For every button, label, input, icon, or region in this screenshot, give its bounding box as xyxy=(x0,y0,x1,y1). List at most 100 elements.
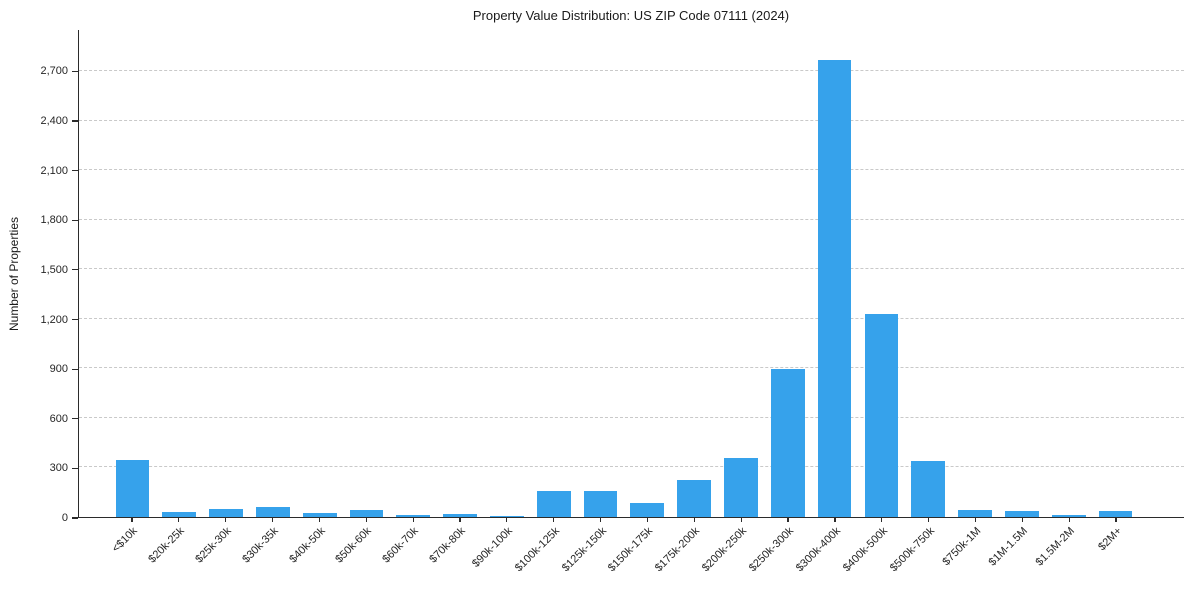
gridline xyxy=(79,317,1184,319)
bar-cell xyxy=(203,30,250,517)
y-tick-label: 2,700 xyxy=(40,65,68,78)
bar xyxy=(115,460,150,517)
y-axis: 0 300 600 900 1,200 1,500 1,800 2,100 2,400 2,700 xyxy=(0,30,78,524)
y-tick-mark xyxy=(72,318,78,321)
bar xyxy=(770,369,805,517)
y-tick-mark xyxy=(72,219,78,221)
bar xyxy=(583,490,618,517)
y-tick: 1,200 xyxy=(40,314,78,326)
x-tick-mark xyxy=(1021,518,1023,522)
gridline xyxy=(79,70,1184,72)
y-tick: 900 xyxy=(50,363,78,375)
y-tick: 300 xyxy=(50,462,78,474)
bar xyxy=(536,491,571,517)
x-category: $40k-50k xyxy=(287,518,342,590)
x-category: $400k-500k xyxy=(841,518,905,590)
x-tick-mark xyxy=(412,518,414,522)
bar-cell xyxy=(718,30,765,517)
y-tick-mark xyxy=(72,70,78,72)
y-tick: 1,800 xyxy=(40,214,78,226)
bar-cell xyxy=(1045,30,1092,517)
x-tick-mark xyxy=(693,518,695,522)
y-tick-label: 1,200 xyxy=(40,313,68,326)
x-category: $200k-250k xyxy=(700,518,764,590)
bar xyxy=(677,479,711,517)
x-category: $250k-300k xyxy=(747,518,811,590)
x-category: $25k-30k xyxy=(193,518,249,590)
bar-cell xyxy=(998,30,1045,517)
x-tick-mark xyxy=(881,518,883,522)
x-tick-mark xyxy=(834,518,836,522)
bar xyxy=(724,457,758,517)
bar xyxy=(1004,511,1039,517)
x-tick-mark xyxy=(646,518,649,522)
bar xyxy=(255,507,290,517)
gridline xyxy=(79,367,1184,369)
x-category: $125k-150k xyxy=(559,518,624,590)
bar xyxy=(911,460,946,517)
bar xyxy=(958,509,992,517)
y-tick-mark xyxy=(72,269,78,271)
x-tick-label: <$10k xyxy=(110,525,140,555)
x-tick-mark xyxy=(1115,518,1117,522)
x-tick-mark xyxy=(787,518,789,522)
y-tick: 0 xyxy=(62,512,78,524)
x-tick-mark xyxy=(225,518,227,522)
x-category: $90k-100k xyxy=(470,518,530,590)
bar xyxy=(162,512,197,517)
bar xyxy=(864,313,899,517)
bar-cell xyxy=(390,30,437,517)
gridline xyxy=(79,218,1184,220)
bar-cell xyxy=(577,30,624,517)
bar-cell xyxy=(858,30,905,517)
x-category: $150k-175k xyxy=(606,518,670,590)
bar xyxy=(349,509,384,517)
x-tick-mark xyxy=(272,518,274,522)
bar xyxy=(396,514,431,517)
bar-cell xyxy=(530,30,577,517)
bar-cell xyxy=(296,30,343,517)
bar xyxy=(817,59,852,517)
x-category: $500k-750k xyxy=(887,518,952,590)
x-category: $750k-1M xyxy=(940,518,998,590)
y-tick-label: 2,400 xyxy=(40,114,68,127)
bar xyxy=(1098,511,1133,517)
x-tick-label: $2M+ xyxy=(1095,525,1124,554)
y-tick: 1,500 xyxy=(40,264,78,276)
x-tick-mark xyxy=(974,518,977,522)
x-category: $2M+ xyxy=(1092,518,1139,590)
y-tick-mark xyxy=(72,418,78,420)
x-tick-mark xyxy=(178,518,180,522)
bars xyxy=(79,30,1184,517)
y-tick-label: 1,800 xyxy=(40,214,68,227)
bar xyxy=(630,502,665,517)
chart-title: Property Value Distribution: US ZIP Code… xyxy=(472,8,790,23)
bar-cell xyxy=(764,30,811,517)
y-tick-mark xyxy=(72,368,78,370)
gridline xyxy=(79,119,1184,121)
y-tick-mark xyxy=(72,517,78,519)
gridlines xyxy=(79,30,1184,517)
x-tick-mark xyxy=(600,518,602,522)
x-category: $300k-400k xyxy=(794,518,858,590)
x-tick-mark xyxy=(459,518,461,522)
x-category: $1M-1.5M xyxy=(987,518,1045,590)
y-tick: 2,400 xyxy=(40,115,78,127)
x-category: $70k-80k xyxy=(427,518,483,590)
y-tick-mark xyxy=(72,467,78,469)
gridline xyxy=(79,416,1184,418)
bar-cell xyxy=(671,30,718,517)
plot-area xyxy=(78,30,1184,518)
bar-cell xyxy=(905,30,952,517)
bar-cell xyxy=(156,30,203,517)
y-tick: 2,100 xyxy=(40,165,78,177)
bar-cell xyxy=(1092,30,1139,517)
x-category: $30k-35k xyxy=(240,518,296,590)
x-category: $175k-200k xyxy=(653,518,717,590)
x-category: $1.5M-2M xyxy=(1034,518,1092,590)
y-tick-label: 600 xyxy=(49,412,68,425)
bar-cell xyxy=(952,30,999,517)
bar-cell xyxy=(624,30,671,517)
y-tick-mark xyxy=(72,120,78,122)
x-tick-mark xyxy=(553,518,555,522)
